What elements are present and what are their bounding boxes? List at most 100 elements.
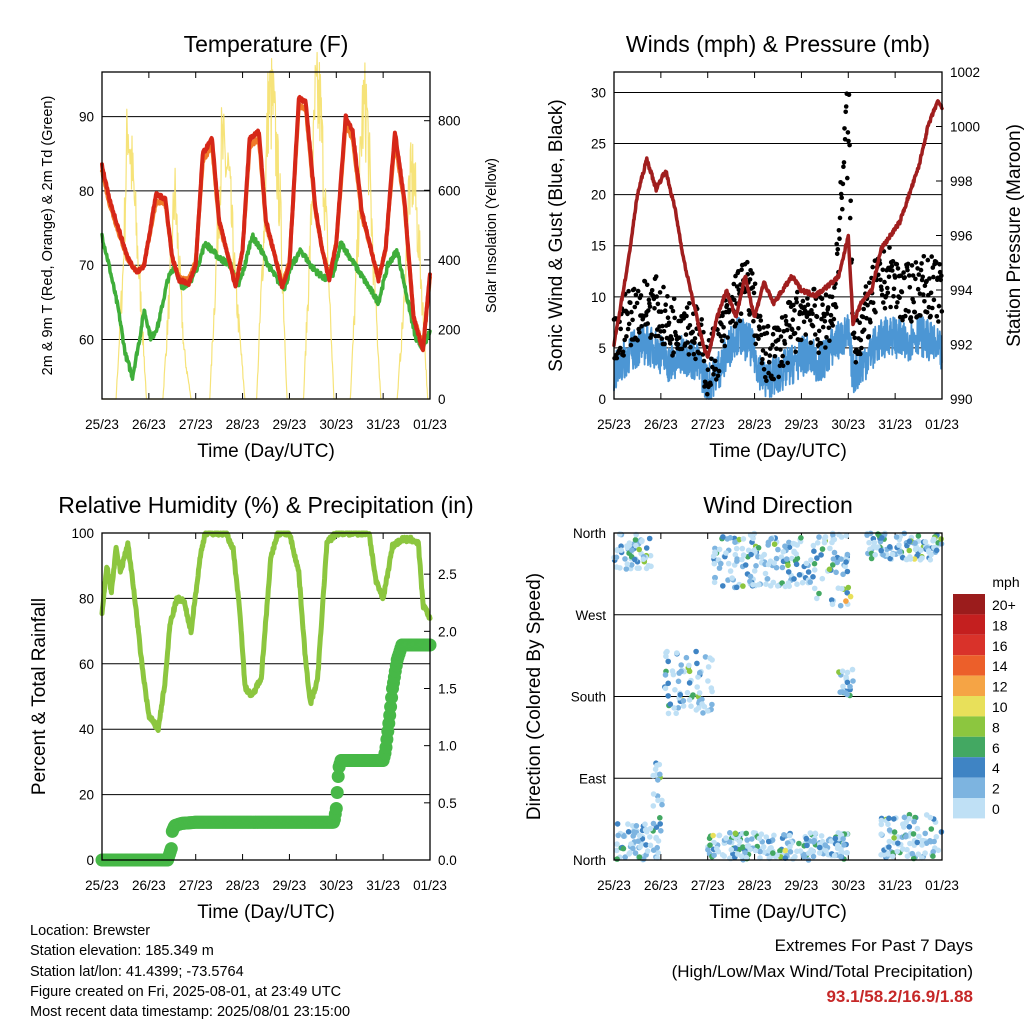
direction-point — [887, 544, 893, 550]
direction-point — [758, 831, 765, 837]
gust-point — [880, 267, 886, 273]
gust-point — [727, 307, 732, 313]
gust-point — [670, 308, 676, 314]
direction-point — [760, 844, 767, 850]
gust-point — [825, 305, 831, 310]
gust-point — [758, 318, 764, 323]
direction-point — [878, 831, 884, 837]
y-tick-label: 15 — [591, 239, 606, 254]
temp2m-series — [100, 95, 432, 353]
gust-point — [801, 319, 807, 325]
direction-point — [626, 851, 632, 857]
gust-point — [852, 335, 857, 341]
direction-point — [659, 797, 665, 804]
direction-point — [894, 848, 901, 855]
gust-point — [626, 321, 632, 327]
direction-point — [803, 835, 810, 842]
gust-point — [793, 296, 799, 301]
gust-point — [658, 309, 664, 315]
direction-point — [886, 838, 893, 845]
direction-point — [624, 544, 631, 551]
gust-point — [721, 333, 727, 339]
direction-point — [675, 705, 682, 711]
legend-label: 10 — [992, 699, 1008, 715]
direction-point — [915, 851, 922, 857]
direction-point — [933, 547, 940, 554]
gust-point — [905, 267, 910, 273]
direction-point — [839, 668, 846, 674]
gust-point — [807, 318, 813, 323]
gust-point — [761, 367, 767, 372]
y2-tick-label: 400 — [438, 253, 461, 268]
gust-point — [879, 292, 885, 298]
gust-point — [791, 302, 796, 308]
y-axis-label: Sonic Wind & Gust (Blue, Black) — [546, 99, 567, 371]
humidity-series — [99, 530, 433, 733]
direction-point — [831, 536, 838, 543]
direction-point — [844, 551, 851, 558]
direction-point — [673, 710, 679, 717]
direction-point — [830, 556, 837, 562]
direction-point — [768, 845, 774, 851]
direction-point — [732, 551, 739, 558]
y-tick-label: East — [579, 771, 606, 786]
direction-point — [632, 537, 639, 543]
direction-point — [632, 556, 638, 563]
gust-point — [867, 280, 872, 286]
extremes-values: 93.1/58.2/16.9/1.88 — [826, 987, 973, 1006]
direction-point — [713, 845, 720, 852]
direction-point — [762, 570, 769, 577]
direction-point — [753, 563, 759, 569]
direction-point — [711, 560, 718, 567]
y2-tick-label: 990 — [950, 392, 973, 407]
direction-point — [778, 554, 785, 560]
gust-point — [676, 335, 682, 341]
gust-point — [824, 311, 830, 316]
gust-point — [847, 142, 852, 148]
direction-point — [903, 833, 909, 840]
gust-point — [887, 245, 892, 250]
direction-point — [889, 853, 896, 860]
gust-point — [713, 366, 719, 372]
direction-point — [747, 846, 753, 853]
precip-series — [95, 638, 437, 867]
temperature-chart: Temperature (F) 25/23 26/23 27/23 28/23 29/23… — [40, 31, 500, 462]
gust-point — [730, 318, 735, 324]
gust-point — [819, 296, 825, 302]
gust-point — [733, 321, 739, 327]
gust-point — [626, 288, 631, 294]
direction-point — [699, 701, 705, 707]
direction-point — [818, 833, 825, 839]
gust-point — [931, 274, 936, 280]
y-tick-label: 70 — [79, 258, 94, 273]
x-tick-label: 26/23 — [644, 417, 678, 432]
direction-point — [821, 535, 828, 542]
gust-point — [711, 372, 716, 377]
direction-point — [680, 703, 687, 709]
gust-point — [634, 300, 640, 306]
direction-point — [927, 557, 934, 563]
direction-point — [618, 547, 624, 553]
direction-point — [927, 838, 933, 844]
y-tick-label: 30 — [591, 85, 606, 100]
x-axis-label: Time (Day/UTC) — [709, 441, 847, 462]
direction-point — [810, 542, 817, 549]
direction-point — [871, 539, 878, 546]
x-tick-label: 31/23 — [878, 878, 912, 893]
direction-point — [774, 583, 781, 589]
direction-point — [680, 698, 687, 704]
direction-point — [799, 579, 806, 586]
direction-point — [728, 846, 735, 853]
direction-point — [804, 842, 810, 849]
gust-point — [843, 104, 849, 109]
y-axis-label: 2m & 9m T (Red, Orange) & 2m Td (Green) — [40, 96, 56, 376]
gust-point — [936, 319, 941, 324]
direction-point — [907, 840, 913, 847]
x-tick-label: 28/23 — [738, 878, 772, 893]
direction-point — [665, 710, 672, 717]
direction-point — [747, 573, 754, 580]
gust-point — [761, 325, 766, 330]
gust-point — [898, 273, 904, 279]
direction-point — [657, 771, 663, 778]
legend-swatch — [953, 716, 985, 737]
